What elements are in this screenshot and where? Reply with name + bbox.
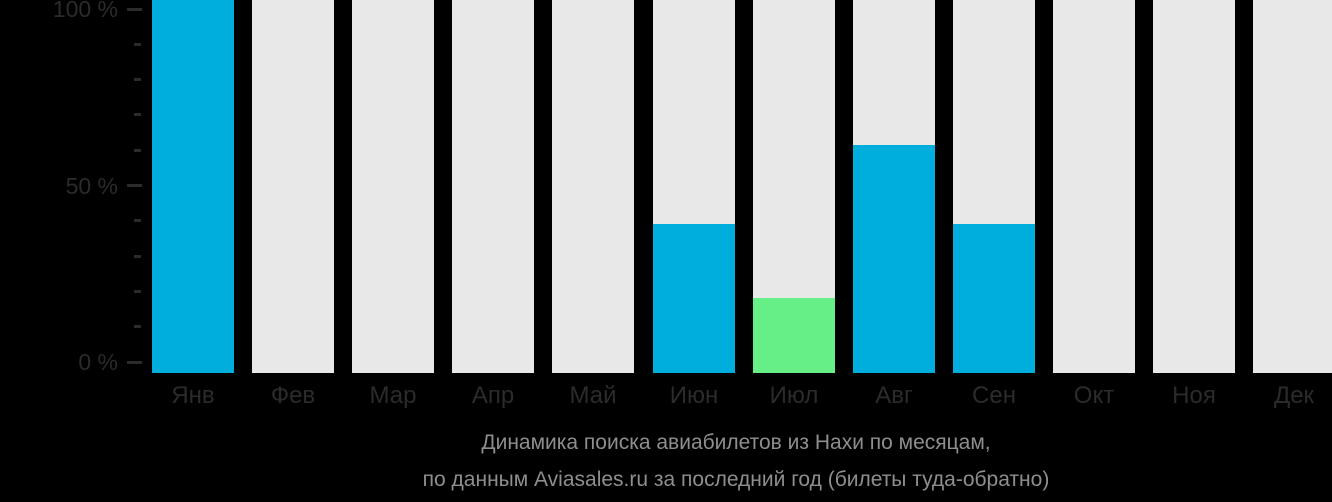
bar-track [252, 0, 334, 373]
bar-value [653, 224, 735, 373]
bar-column-Июл [753, 0, 835, 373]
bar-value [953, 224, 1035, 373]
bar-column-Янв [152, 0, 234, 373]
bar-track [552, 0, 634, 373]
y-axis-minor-tick [134, 43, 141, 46]
y-axis-major-tick [127, 361, 142, 364]
x-axis-label: Июл [769, 382, 819, 409]
y-axis-minor-tick [134, 255, 141, 258]
bar-column-Окт [1053, 0, 1135, 373]
y-axis-label: 0 % [78, 349, 118, 375]
x-axis-label: Сен [972, 382, 1016, 409]
bar-column-Сен [953, 0, 1035, 373]
chart-subtitle: по данным Aviasales.ru за последний год … [422, 468, 1050, 491]
bar-column-Дек [1253, 0, 1332, 373]
bar-column-Апр [452, 0, 534, 373]
bar-column-Ноя [1153, 0, 1235, 373]
y-axis-minor-tick [134, 325, 141, 328]
bar-value [152, 0, 234, 373]
y-axis-label: 50 % [65, 173, 118, 199]
x-axis-label: Авг [875, 382, 913, 409]
x-axis-label: Мар [369, 382, 417, 409]
x-axis-label: Окт [1073, 382, 1115, 409]
y-axis-major-tick [127, 184, 142, 187]
y-axis-minor-tick [134, 219, 141, 222]
x-axis-label: Апр [471, 382, 515, 409]
x-axis-label: Фев [270, 382, 316, 409]
bar-track [352, 0, 434, 373]
x-axis-label: Май [569, 382, 617, 409]
x-axis-label: Ноя [1172, 382, 1216, 409]
chart-title: Динамика поиска авиабилетов из Нахи по м… [481, 431, 991, 454]
bar-track [1153, 0, 1235, 373]
x-axis-label: Дек [1273, 382, 1315, 409]
bar-column-Май [552, 0, 634, 373]
y-axis-minor-tick [134, 290, 141, 293]
bar-track [1253, 0, 1332, 373]
bar-column-Мар [352, 0, 434, 373]
y-axis-minor-tick [134, 113, 141, 116]
y-axis-minor-tick [134, 78, 141, 81]
y-axis-major-tick [127, 8, 142, 11]
y-axis-label: 100 % [52, 0, 118, 22]
bar-track [1053, 0, 1135, 373]
x-axis-label: Янв [171, 382, 215, 409]
bar-value [753, 298, 835, 373]
bar-column-Авг [853, 0, 935, 373]
x-axis-label: Июн [669, 382, 719, 409]
y-axis-minor-tick [134, 149, 141, 152]
bar-track [452, 0, 534, 373]
bar-column-Фев [252, 0, 334, 373]
bar-value [853, 145, 935, 373]
bar-column-Июн [653, 0, 735, 373]
